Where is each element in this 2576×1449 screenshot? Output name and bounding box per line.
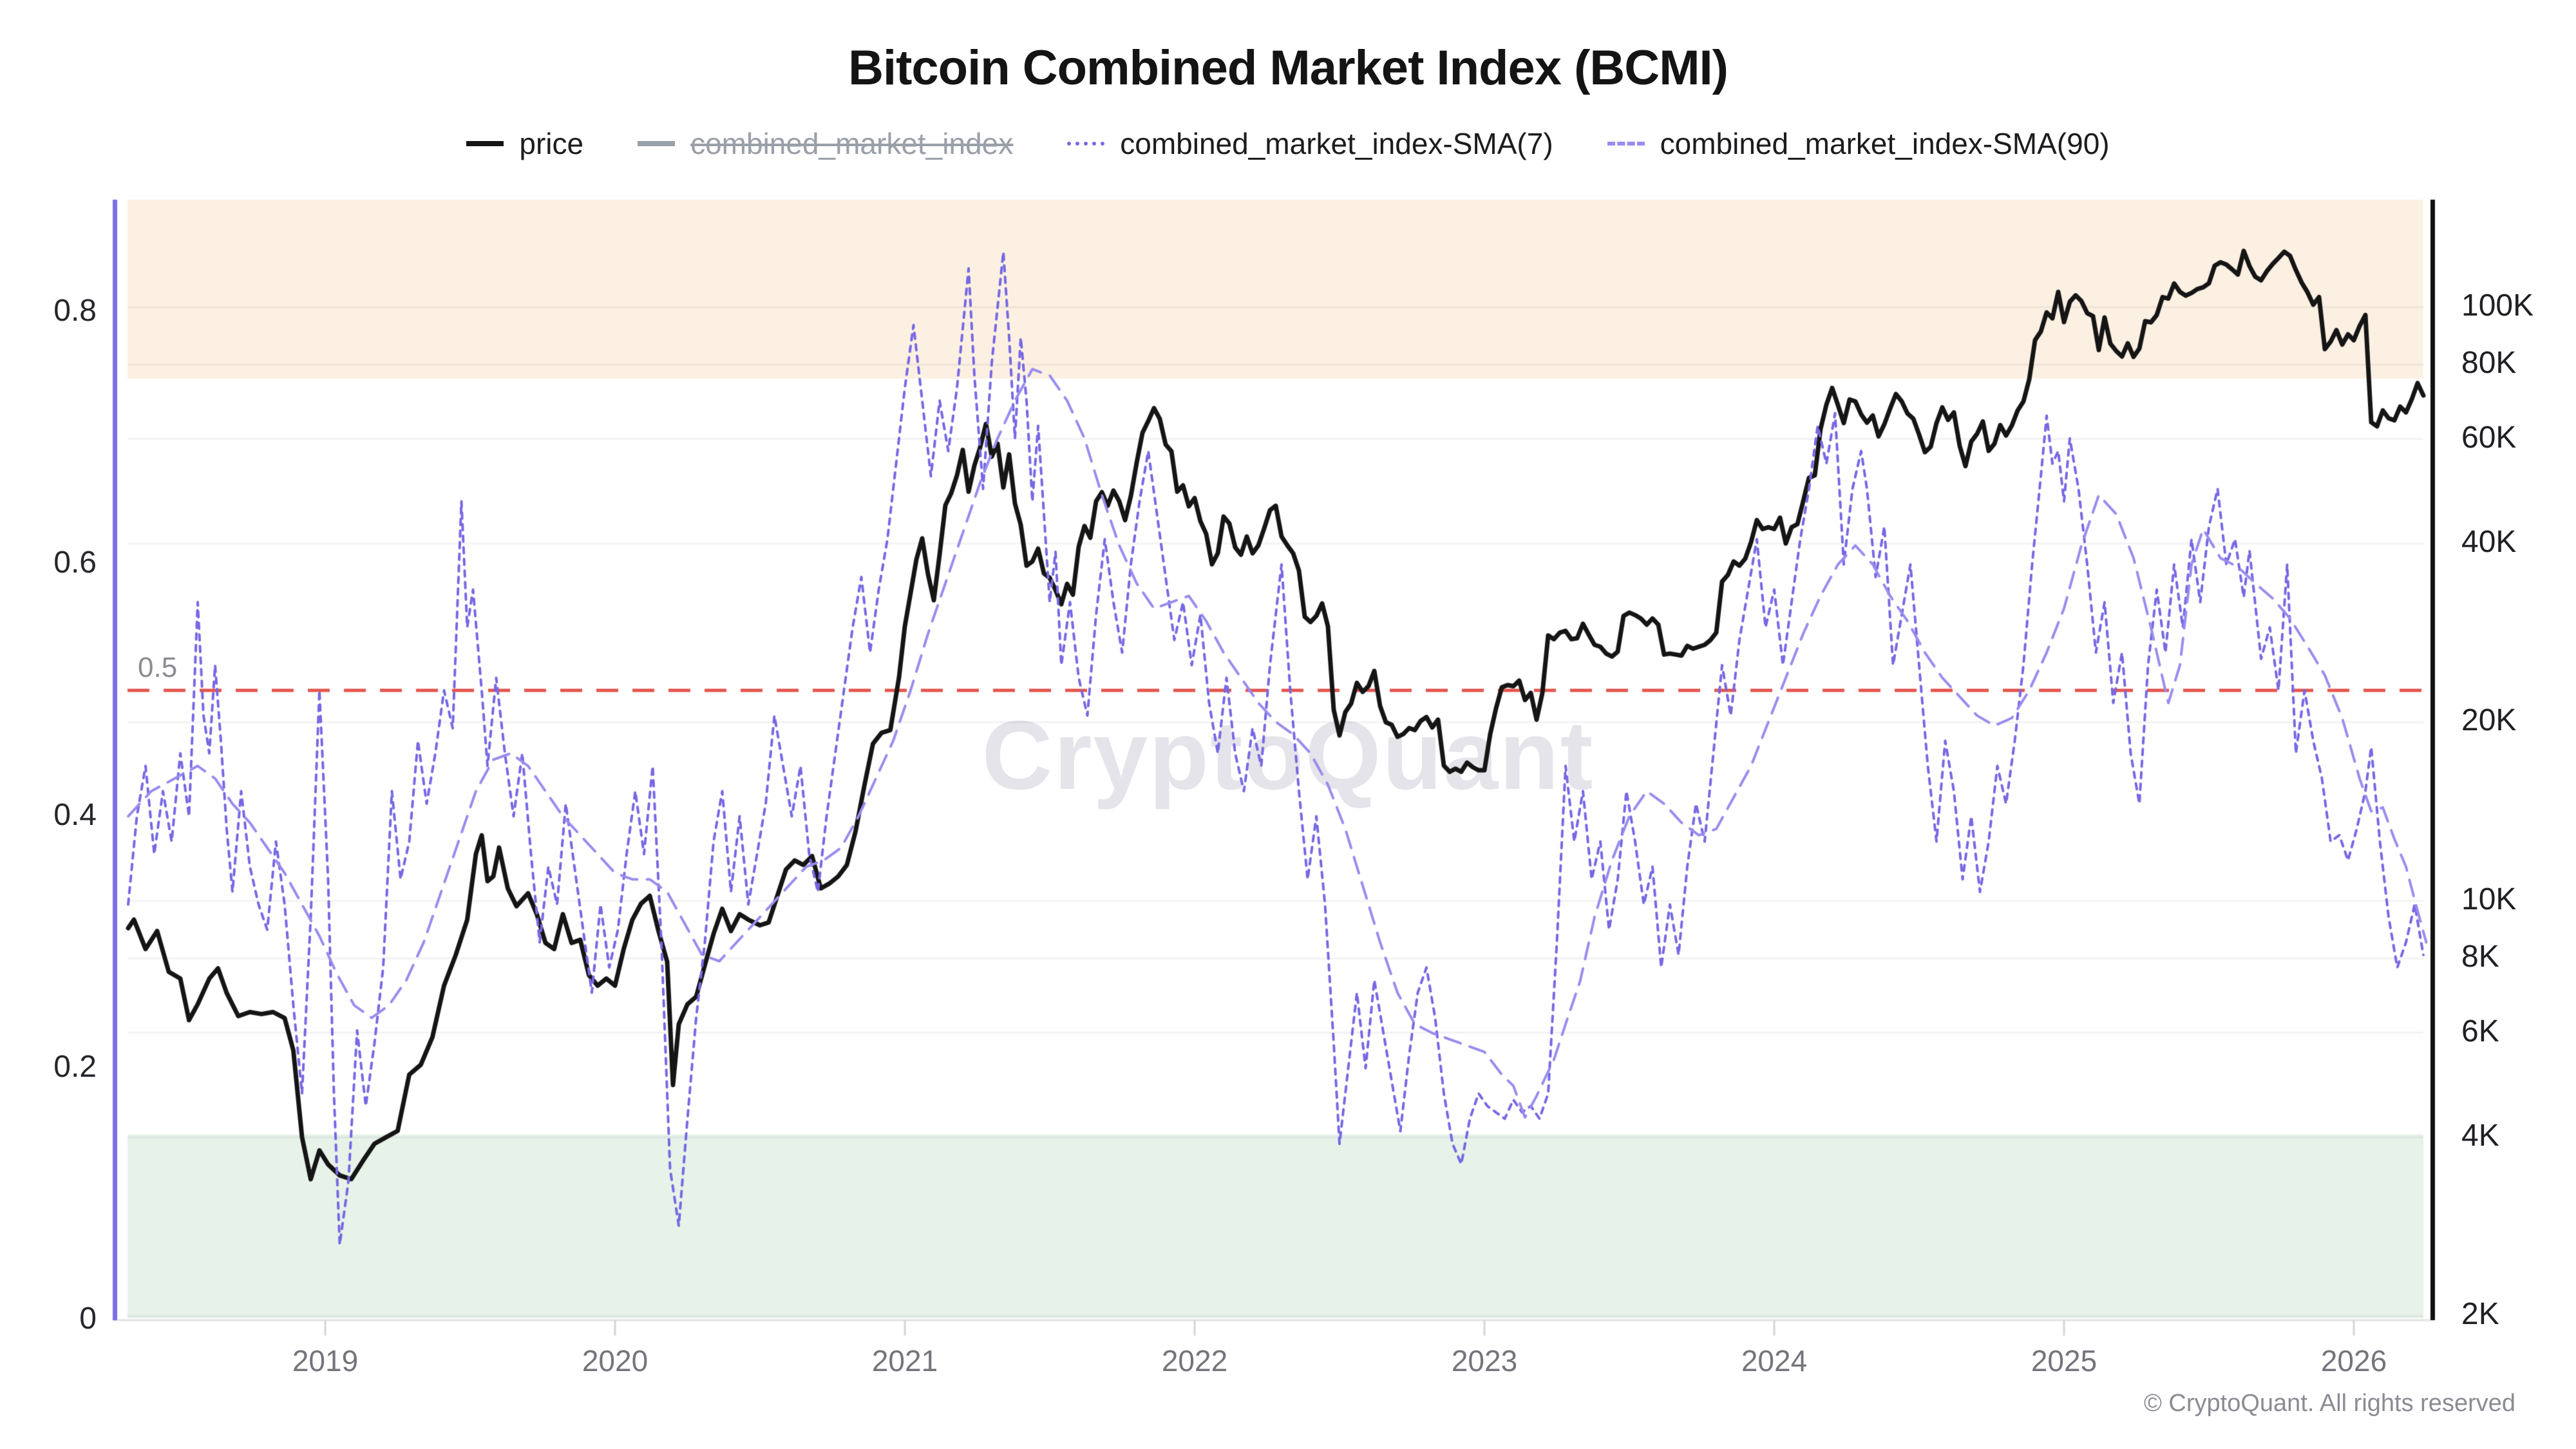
x-axis-year-2026: 2026 <box>2320 1344 2387 1378</box>
left-axis-tick-0.2: 0.2 <box>53 1049 97 1084</box>
right-axis-tick-100K: 100K <box>2461 289 2534 323</box>
x-axis-year-2024: 2024 <box>1741 1344 1808 1378</box>
right-axis-tick-6K: 6K <box>2461 1014 2499 1048</box>
x-axis-year-2020: 2020 <box>582 1344 649 1378</box>
right-axis-tick-20K: 20K <box>2461 703 2517 738</box>
x-axis-year-2023: 2023 <box>1451 1344 1518 1378</box>
left-axis-tick-0.6: 0.6 <box>53 545 97 580</box>
x-axis-year-2021: 2021 <box>871 1344 938 1378</box>
right-axis-tick-40K: 40K <box>2461 524 2517 559</box>
right-axis-tick-10K: 10K <box>2461 882 2517 916</box>
right-axis-tick-80K: 80K <box>2461 346 2517 381</box>
left-axis-tick-0.8: 0.8 <box>53 294 97 328</box>
x-axis-year-2019: 2019 <box>292 1344 359 1378</box>
left-axis-tick-0: 0 <box>79 1302 97 1336</box>
x-axis-year-2022: 2022 <box>1161 1344 1228 1378</box>
right-axis-tick-60K: 60K <box>2461 420 2517 455</box>
copyright-notice: © CryptoQuant. All rights reserved <box>2143 1390 2515 1417</box>
right-axis-tick-4K: 4K <box>2461 1118 2499 1153</box>
threshold-0.5-label: 0.5 <box>138 652 178 683</box>
right-axis-tick-2K: 2K <box>2461 1297 2499 1332</box>
left-axis-tick-0.4: 0.4 <box>53 797 97 832</box>
x-axis-year-2025: 2025 <box>2031 1344 2098 1378</box>
right-axis-tick-8K: 8K <box>2461 940 2499 974</box>
